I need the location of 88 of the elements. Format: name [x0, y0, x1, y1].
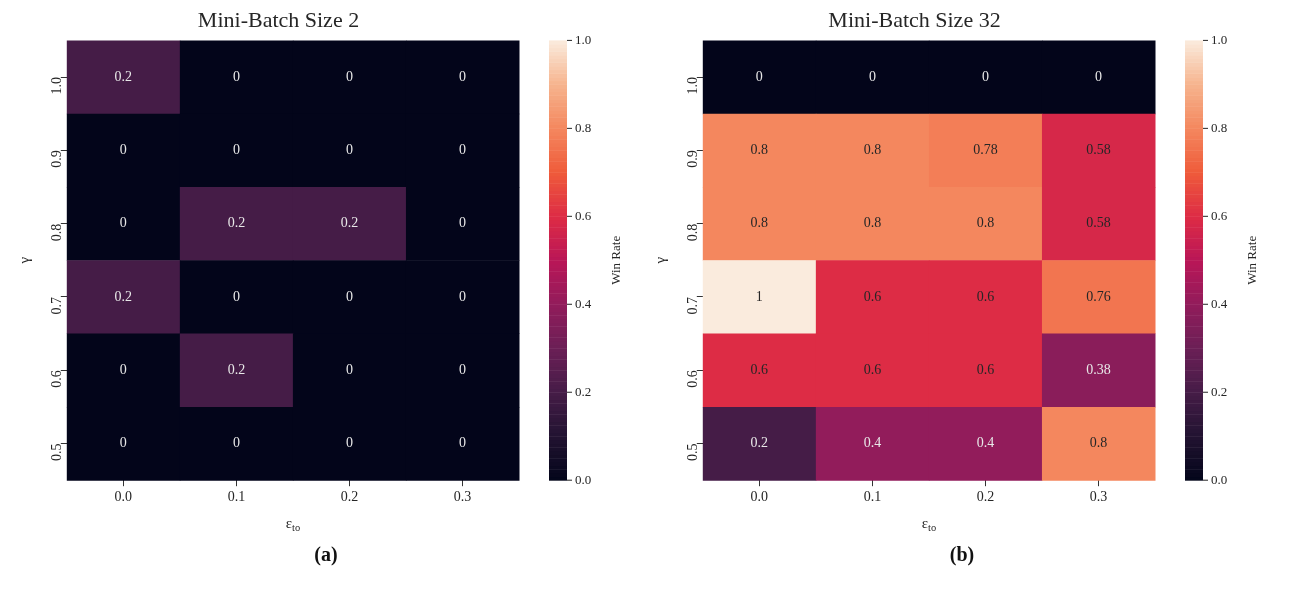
- data-label: 0: [119, 142, 127, 158]
- color-bar-title: Win Rate: [608, 235, 624, 285]
- color-bar-label: 0.0: [1211, 471, 1228, 487]
- data-label: 0: [755, 68, 763, 84]
- y-tick-label: 1.0: [49, 77, 65, 95]
- data-label: 0: [981, 68, 989, 84]
- data-label: 0: [232, 288, 240, 304]
- data-label: 0.6: [863, 288, 882, 304]
- y-tick-label: 0.6: [49, 370, 65, 388]
- data-label: 0.4: [976, 435, 995, 451]
- color-bar-label: 0.0: [575, 471, 592, 487]
- y-tick-label: 0.7: [49, 296, 65, 315]
- data-label: 0: [119, 215, 127, 231]
- data-label: 0.6: [976, 288, 995, 304]
- text: (b): [949, 543, 975, 566]
- x-tick-label: 0.2: [976, 489, 995, 505]
- data-label: 0.8: [863, 215, 882, 231]
- y-axis-title: γ: [15, 256, 32, 265]
- data-label: 0: [1094, 68, 1102, 84]
- y-axis-title: γ: [651, 256, 668, 265]
- data-label: 1: [755, 288, 763, 304]
- y-tick-label: 0.9: [49, 150, 65, 168]
- color-bar-label: 0.2: [575, 383, 592, 399]
- data-label: 0: [232, 142, 240, 158]
- y-tick-label: 0.8: [49, 223, 65, 242]
- data-label: 0: [345, 361, 353, 377]
- data-label: 0: [458, 435, 466, 451]
- color-bar-label: 0.4: [1211, 295, 1228, 311]
- data-label: 0: [232, 68, 240, 84]
- chart-title: Mini-Batch Size 2: [197, 6, 360, 32]
- x-tick-label: 0.2: [340, 489, 359, 505]
- data-label: 0.58: [1086, 142, 1111, 158]
- x-tick-label: 0.1: [227, 489, 246, 505]
- color-bar-label: 0.6: [1211, 207, 1228, 223]
- color-bar-label: 1.0: [1211, 31, 1228, 47]
- y-tick-label: 0.7: [685, 296, 701, 315]
- chart-title: Mini-Batch Size 32: [828, 6, 1001, 32]
- data-label: 0.2: [227, 215, 246, 231]
- x-tick-label: 0.0: [114, 489, 133, 505]
- data-label: 0: [458, 215, 466, 231]
- color-bar-label: 0.4: [575, 295, 592, 311]
- data-label: 0: [458, 68, 466, 84]
- y-tick-label: 1.0: [685, 77, 701, 95]
- x-tick-label: 0.3: [453, 489, 472, 505]
- x-tick-label: 0.3: [1089, 489, 1108, 505]
- data-label: 0.8: [750, 215, 769, 231]
- data-label: 0.8: [863, 142, 882, 158]
- data-label: 0: [868, 68, 876, 84]
- text: (a): [314, 543, 338, 566]
- data-label: 0: [232, 435, 240, 451]
- data-label: 0: [345, 68, 353, 84]
- y-tick-label: 0.6: [685, 370, 701, 388]
- y-tick-label: 0.9: [685, 150, 701, 168]
- data-label: 0.78: [973, 142, 998, 158]
- color-bar-label: 0.2: [1211, 383, 1228, 399]
- data-label: 0: [345, 288, 353, 304]
- data-label: 0.2: [340, 215, 359, 231]
- y-tick-label: 0.8: [685, 223, 701, 242]
- data-label: 0.38: [1086, 361, 1111, 377]
- data-label: 0: [458, 142, 466, 158]
- data-label: 0.2: [114, 68, 133, 84]
- data-label: 0.2: [750, 435, 769, 451]
- data-label: 0.8: [1089, 435, 1108, 451]
- data-label: 0.6: [750, 361, 769, 377]
- data-label: 0: [345, 142, 353, 158]
- y-tick-label: 0.5: [685, 443, 701, 462]
- data-label: 0.2: [227, 361, 246, 377]
- data-label: 0.76: [1086, 288, 1111, 304]
- data-label: 0.2: [114, 288, 133, 304]
- data-label: 0.8: [750, 142, 769, 158]
- color-bar-label: 0.8: [1211, 119, 1228, 135]
- data-label: 0.6: [863, 361, 882, 377]
- x-tick-label: 0.1: [863, 489, 882, 505]
- data-label: 0.6: [976, 361, 995, 377]
- x-tick-label: 0.0: [750, 489, 769, 505]
- data-label: 0: [119, 435, 127, 451]
- data-label: 0: [458, 361, 466, 377]
- color-bar-label: 0.8: [575, 119, 592, 135]
- data-label: 0: [458, 288, 466, 304]
- data-label: 0: [119, 361, 127, 377]
- data-label: 0.58: [1086, 215, 1111, 231]
- y-tick-label: 0.5: [49, 443, 65, 462]
- color-bar-label: 1.0: [575, 31, 592, 47]
- color-bar-label: 0.6: [575, 207, 592, 223]
- color-bar-title: Win Rate: [1244, 235, 1260, 285]
- data-label: 0.4: [863, 435, 882, 451]
- data-label: 0: [345, 435, 353, 451]
- data-label: 0.8: [976, 215, 995, 231]
